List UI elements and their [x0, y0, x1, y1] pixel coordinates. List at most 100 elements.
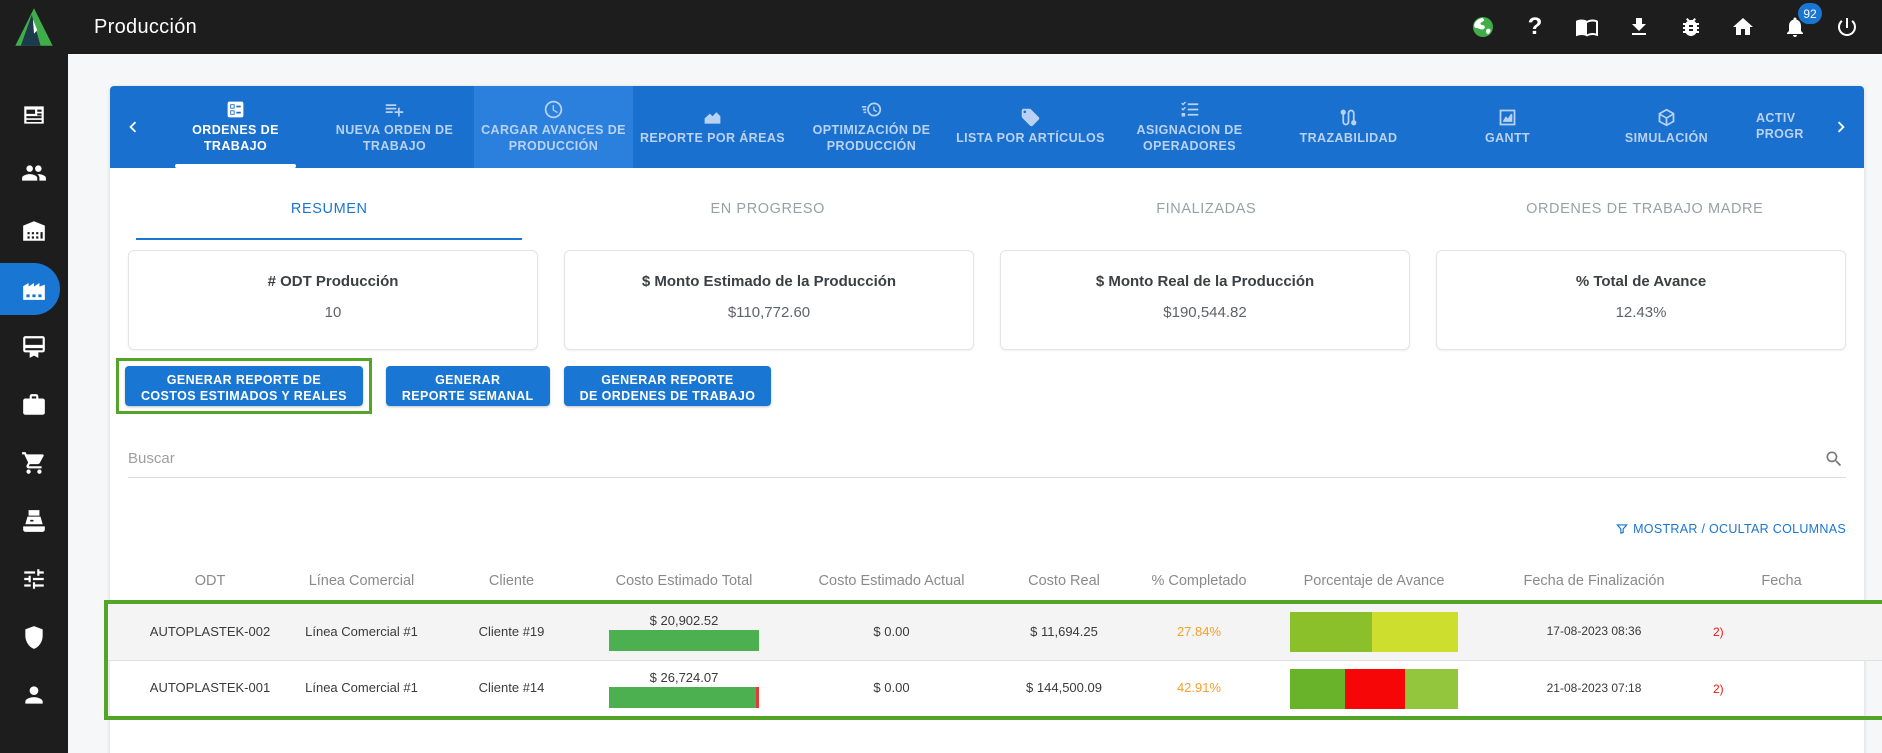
col-header-costo-estimado-actual[interactable]: Costo Estimado Actual: [818, 573, 965, 589]
generate-cost-report-button[interactable]: GENERAR REPORTE DE COSTOS ESTIMADOS Y RE…: [125, 366, 363, 406]
chevron-right-icon: [1837, 121, 1845, 133]
sidebar-item-warehouse[interactable]: [0, 202, 68, 260]
playlist-add-icon: [385, 104, 404, 117]
tab-actividades-programadas[interactable]: ACTIV PROGR: [1756, 111, 1804, 141]
tab-asignacion-operadores[interactable]: ASIGNACION DE OPERADORES: [1110, 86, 1269, 168]
fecha-clipped: 2): [1713, 625, 1724, 639]
col-header-porcentaje-avance[interactable]: Porcentaje de Avance: [1303, 573, 1445, 589]
col-header-linea[interactable]: Línea Comercial: [308, 573, 415, 589]
tabs-scroll-right[interactable]: [1818, 86, 1864, 168]
topbar: Producción ? 92: [0, 0, 1882, 54]
speed-clock-icon: [861, 102, 882, 117]
download-icon[interactable]: [1626, 14, 1652, 40]
search-input[interactable]: [128, 450, 1824, 467]
page-title: Producción: [94, 15, 198, 38]
warehouse-icon: [23, 221, 45, 241]
globe-icon[interactable]: [1470, 14, 1496, 40]
sidebar-item-production[interactable]: [0, 260, 68, 318]
tab-optimizacion[interactable]: OPTIMIZACIÓN DE PRODUCCIÓN: [792, 86, 951, 168]
sidebar-item-settings[interactable]: [0, 550, 68, 608]
subtab-resumen[interactable]: RESUMEN: [110, 178, 549, 240]
bell-icon[interactable]: 92: [1782, 3, 1822, 40]
people-icon: [22, 165, 46, 181]
module-tabbar: ORDENES DE TRABAJO NUEVA ORDEN DE TRABAJ…: [110, 86, 1864, 168]
tab-reporte-areas[interactable]: REPORTE POR ÁREAS: [633, 86, 792, 168]
home-icon[interactable]: [1730, 14, 1756, 40]
tab-lista-articulos[interactable]: LISTA POR ARTÍCULOS: [951, 86, 1110, 168]
cube-icon: [1658, 108, 1675, 127]
tab-simulacion[interactable]: SIMULACIÓN: [1587, 86, 1746, 168]
certificate-icon: [23, 336, 45, 358]
checklist-icon: [1181, 101, 1199, 117]
sidebar-item-toolbox[interactable]: [0, 376, 68, 434]
sidebar-item-security[interactable]: [0, 608, 68, 666]
sidebar-item-people[interactable]: [0, 144, 68, 202]
tab-ordenes-de-trabajo[interactable]: ORDENES DE TRABAJO: [156, 86, 315, 168]
kpi-card-odt-count: # ODT Producción 10: [128, 250, 538, 350]
content-area: ORDENES DE TRABAJO NUEVA ORDEN DE TRABAJ…: [68, 54, 1882, 753]
search-bar: [128, 440, 1846, 478]
col-header-fecha[interactable]: Fecha: [1761, 573, 1802, 589]
estimado-progress-bar: [609, 630, 759, 651]
col-header-cliente[interactable]: Cliente: [488, 573, 535, 589]
tabs-scroll-left[interactable]: [110, 86, 156, 168]
area-chart-icon: [704, 112, 721, 124]
generate-workorders-report-button[interactable]: GENERAR REPORTE DE ORDENES DE TRABAJO: [563, 366, 772, 406]
costo-estimado-cell: $ 26,724.07: [574, 670, 794, 708]
subtab-finalizadas[interactable]: FINALIZADAS: [1156, 201, 1257, 217]
bug-icon[interactable]: [1678, 14, 1704, 40]
sidebar-item-profile[interactable]: [0, 666, 68, 724]
avance-progress-bar: [1290, 668, 1458, 709]
tab-nueva-orden[interactable]: NUEVA ORDEN DE TRABAJO: [315, 86, 474, 168]
tag-icon: [1021, 108, 1040, 127]
avance-progress-bar: [1290, 612, 1458, 652]
subtab-en-progreso[interactable]: EN PROGRESO: [710, 201, 826, 217]
kpi-card-total-avance: % Total de Avance 12.43%: [1436, 250, 1846, 350]
sidebar-item-cart[interactable]: [0, 434, 68, 492]
kpi-card-monto-real: $ Monto Real de la Producción $190,544.8…: [1000, 250, 1410, 350]
generate-weekly-report-button[interactable]: GENERAR REPORTE SEMANAL: [385, 366, 550, 406]
app-logo: [12, 5, 56, 49]
table-row[interactable]: AUTOPLASTEK-001 Línea Comercial #1 Clien…: [108, 660, 1882, 716]
newspaper-icon: [24, 106, 44, 124]
sidebar-item-news[interactable]: [0, 86, 68, 144]
toolbox-icon: [23, 394, 45, 415]
subtab-ordenes-madre[interactable]: ORDENES DE TRABAJO MADRE: [1526, 201, 1764, 217]
report-buttons-row: GENERAR REPORTE DE COSTOS ESTIMADOS Y RE…: [110, 350, 1864, 414]
topbar-actions: ? 92: [1470, 3, 1882, 40]
estimado-progress-bar: [609, 686, 759, 708]
table-row[interactable]: AUTOPLASTEK-002 Línea Comercial #1 Clien…: [108, 604, 1882, 660]
book-icon[interactable]: [1574, 14, 1600, 40]
tab-cargar-avances[interactable]: CARGAR AVANCES DE PRODUCCIÓN: [474, 86, 633, 168]
annotation-highlight-box: GENERAR REPORTE DE COSTOS ESTIMADOS Y RE…: [116, 358, 372, 414]
power-icon[interactable]: [1834, 14, 1860, 40]
kpi-row: # ODT Producción 10 $ Monto Estimado de …: [110, 240, 1864, 350]
clipboard-list-icon: [227, 102, 244, 118]
fecha-clipped: 2): [1713, 681, 1724, 696]
help-icon[interactable]: ?: [1527, 13, 1543, 40]
route-icon: [1340, 109, 1357, 126]
chevron-left-icon: [129, 121, 137, 133]
sidebar-item-pos[interactable]: [0, 492, 68, 550]
table-header-row: ODT Línea Comercial Cliente Costo Estima…: [146, 566, 1864, 596]
col-header-completado[interactable]: % Completado: [1151, 573, 1247, 589]
avance-bar-cell: [1259, 612, 1489, 652]
pct-completado: 42.91%: [1176, 680, 1222, 696]
tab-gantt[interactable]: GANTT: [1428, 86, 1587, 168]
gantt-chart-icon: [1499, 109, 1516, 126]
person-icon: [25, 686, 43, 704]
costo-estimado-cell: $ 20,902.52: [574, 613, 794, 651]
col-header-odt[interactable]: ODT: [194, 573, 226, 589]
col-header-costo-estimado-total[interactable]: Costo Estimado Total: [615, 573, 753, 589]
search-icon[interactable]: [1824, 449, 1844, 469]
cart-icon: [22, 452, 44, 474]
avance-bar-cell: [1259, 668, 1489, 709]
tab-trazabilidad[interactable]: TRAZABILIDAD: [1269, 86, 1428, 168]
notification-badge: 92: [1798, 3, 1822, 24]
toggle-columns-link[interactable]: MOSTRAR / OCULTAR COLUMNAS: [110, 522, 1846, 536]
sidebar-item-certificates[interactable]: [0, 318, 68, 376]
col-header-fecha-finalizacion[interactable]: Fecha de Finalización: [1523, 573, 1665, 589]
clock-icon: [544, 101, 563, 119]
col-header-costo-real[interactable]: Costo Real: [1028, 573, 1100, 589]
status-subtabs: RESUMEN EN PROGRESO FINALIZADAS ORDENES …: [110, 168, 1864, 240]
